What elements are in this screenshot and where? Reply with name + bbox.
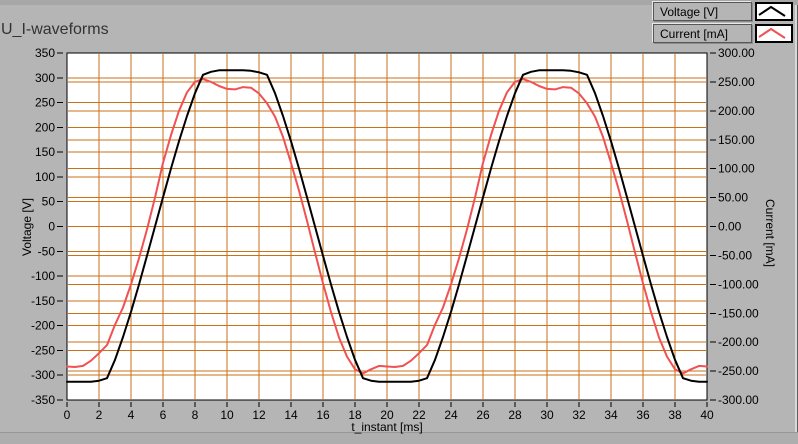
- left-tick-label: 200: [35, 120, 55, 134]
- panel-bottom-edge: [0, 432, 798, 444]
- right-tick-label: 300.00: [718, 46, 755, 60]
- left-tick-label: 250: [35, 96, 55, 110]
- current-line-glyph-icon: [758, 27, 786, 39]
- left-tick-label: -50: [38, 244, 56, 258]
- right-tick-label: 250.00: [718, 75, 755, 89]
- right-tick-label: -250.00: [718, 364, 759, 378]
- left-tick-label: 350: [35, 46, 55, 60]
- x-tick-label: 16: [316, 408, 330, 422]
- legend-item-current[interactable]: Current [mA]: [653, 24, 793, 43]
- right-tick-label: 0.00: [718, 220, 742, 234]
- plot-border: [66, 52, 708, 401]
- left-tick-label: -150: [31, 294, 55, 308]
- left-tick-label: 150: [35, 145, 55, 159]
- x-tick-label: 28: [508, 408, 522, 422]
- x-tick-label: 14: [284, 408, 298, 422]
- y-axis-title-current: Current [mA]: [763, 198, 777, 268]
- x-tick-label: 0: [64, 408, 71, 422]
- x-tick-label: 32: [572, 408, 586, 422]
- right-tick-label: -150.00: [718, 306, 759, 320]
- x-tick-label: 10: [220, 408, 234, 422]
- x-tick-label: 6: [160, 408, 167, 422]
- x-tick-label: 26: [476, 408, 490, 422]
- x-axis-title: t_instant [ms]: [351, 420, 423, 434]
- legend-sample-box-voltage[interactable]: [755, 2, 793, 21]
- x-tick-label: 2: [96, 408, 103, 422]
- left-tick-label: -300: [31, 368, 55, 382]
- legend-label-current[interactable]: Current [mA]: [653, 24, 752, 43]
- x-tick-label: 18: [348, 408, 362, 422]
- waveform-current: [66, 78, 708, 375]
- left-tick-label: -200: [31, 319, 55, 333]
- x-tick-label: 38: [668, 408, 682, 422]
- left-tick-label: -100: [31, 269, 55, 283]
- right-tick-label: -300.00: [718, 393, 759, 407]
- left-tick-label: -350: [31, 393, 55, 407]
- x-tick-label: 12: [252, 408, 266, 422]
- x-tick-label: 30: [540, 408, 554, 422]
- x-tick-label: 22: [412, 408, 426, 422]
- left-tick-label: 100: [35, 170, 55, 184]
- x-tick-label: 40: [700, 408, 714, 422]
- panel-top-edge: [0, 0, 798, 5]
- x-tick-label: 36: [636, 408, 650, 422]
- x-tick-label: 4: [128, 408, 135, 422]
- right-tick-label: -100.00: [718, 277, 759, 291]
- legend-item-voltage[interactable]: Voltage [V]: [653, 2, 793, 21]
- right-tick-label: 150.00: [718, 133, 755, 147]
- x-tick-label: 34: [604, 408, 618, 422]
- voltage-line-glyph-icon: [758, 5, 786, 17]
- right-tick-label: -200.00: [718, 335, 759, 349]
- chart-title: U_I-waveforms: [1, 21, 109, 38]
- legend: Voltage [V] Current [mA]: [653, 2, 793, 46]
- right-tick-label: 50.00: [718, 191, 748, 205]
- left-tick-label: -250: [31, 343, 55, 357]
- left-tick-label: 300: [35, 71, 55, 85]
- right-tick-label: -50.00: [718, 248, 752, 262]
- legend-sample-box-current[interactable]: [755, 24, 793, 43]
- left-tick-label: 50: [42, 195, 56, 209]
- x-tick-label: 8: [192, 408, 199, 422]
- x-tick-label: 20: [380, 408, 394, 422]
- right-tick-label: 200.00: [718, 104, 755, 118]
- left-tick-label: 0: [48, 220, 55, 234]
- waveform-voltage: [66, 69, 708, 383]
- y-axis-title-voltage: Voltage [V]: [20, 197, 34, 257]
- x-tick-label: 24: [444, 408, 458, 422]
- right-tick-label: 100.00: [718, 162, 755, 176]
- legend-label-voltage[interactable]: Voltage [V]: [653, 2, 752, 21]
